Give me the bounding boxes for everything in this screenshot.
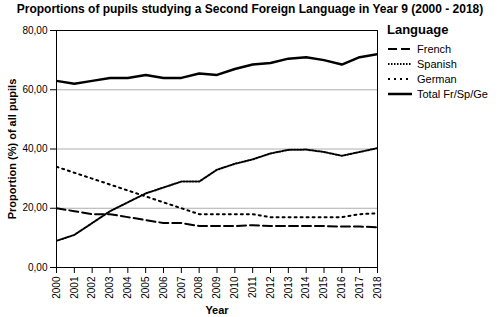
svg-text:2010: 2010 bbox=[229, 276, 240, 299]
svg-text:Year: Year bbox=[205, 304, 229, 316]
svg-text:2000: 2000 bbox=[51, 276, 62, 299]
svg-text:Proportion (%) of all pupils: Proportion (%) of all pupils bbox=[6, 79, 18, 220]
html-text:German: German bbox=[417, 72, 457, 85]
svg-text:0,00: 0,00 bbox=[28, 262, 48, 273]
svg-text:2009: 2009 bbox=[211, 276, 222, 299]
svg-text:20,00: 20,00 bbox=[22, 202, 47, 213]
svg-text:2018: 2018 bbox=[372, 276, 383, 299]
svg-text:2016: 2016 bbox=[336, 276, 347, 299]
svg-text:2008: 2008 bbox=[193, 276, 204, 299]
svg-text:2006: 2006 bbox=[158, 276, 169, 299]
html-text:Proportions of pupils studying: Proportions of pupils studying a Second … bbox=[16, 2, 484, 16]
svg-text:2003: 2003 bbox=[104, 276, 115, 299]
svg-text:2014: 2014 bbox=[300, 276, 311, 299]
svg-text:2002: 2002 bbox=[86, 276, 97, 299]
svg-text:2013: 2013 bbox=[283, 276, 294, 299]
html-text:Spanish: Spanish bbox=[417, 57, 457, 70]
svg-text:60,00: 60,00 bbox=[22, 84, 47, 95]
svg-text:40,00: 40,00 bbox=[22, 143, 47, 154]
svg-text:2007: 2007 bbox=[176, 276, 187, 299]
svg-text:80,00: 80,00 bbox=[22, 25, 47, 36]
svg-text:2015: 2015 bbox=[318, 276, 329, 299]
svg-text:2012: 2012 bbox=[265, 276, 276, 299]
svg-text:2017: 2017 bbox=[354, 276, 365, 299]
svg-text:2001: 2001 bbox=[69, 276, 80, 299]
svg-text:2004: 2004 bbox=[122, 276, 133, 299]
svg-text:2011: 2011 bbox=[247, 276, 258, 298]
svg-text:2005: 2005 bbox=[140, 276, 151, 299]
html-text:Total Fr/Sp/Ge: Total Fr/Sp/Ge bbox=[417, 87, 488, 100]
html-text:Language: Language bbox=[387, 22, 449, 37]
html-text:French: French bbox=[417, 42, 452, 55]
